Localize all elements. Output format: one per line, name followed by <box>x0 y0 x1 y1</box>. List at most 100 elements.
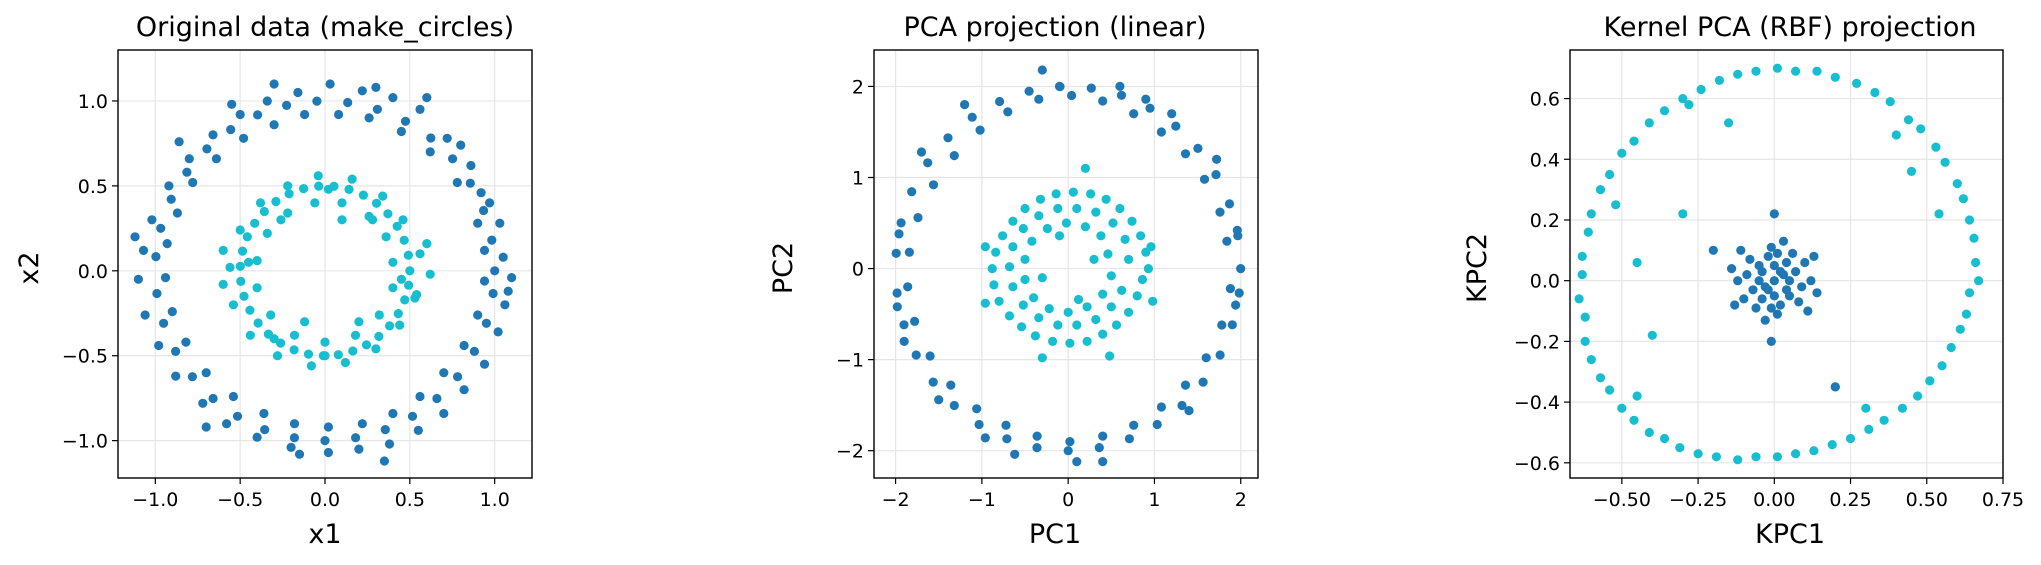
data-point <box>1617 403 1627 413</box>
data-point <box>262 228 272 238</box>
data-point <box>1946 342 1956 353</box>
x-tick-label: −0.50 <box>1593 489 1651 511</box>
data-point <box>1106 271 1116 281</box>
data-point <box>1969 233 1979 243</box>
y-tick-label: 0.5 <box>78 176 108 198</box>
data-point <box>422 239 432 249</box>
data-point <box>1156 127 1166 137</box>
data-point <box>469 346 479 356</box>
data-point <box>1769 209 1779 219</box>
data-point <box>187 372 197 382</box>
data-point <box>1952 179 1962 189</box>
data-point <box>1730 300 1740 310</box>
data-point <box>1032 431 1042 441</box>
data-point <box>899 320 909 330</box>
data-point <box>1809 251 1819 261</box>
data-point <box>1003 107 1013 117</box>
data-point <box>1120 234 1130 244</box>
y-tick-label: 0.0 <box>78 261 108 283</box>
data-point <box>1002 434 1012 444</box>
data-point <box>894 229 904 239</box>
data-point <box>1098 431 1108 441</box>
data-point <box>1879 415 1889 425</box>
data-point <box>337 215 347 225</box>
data-point <box>425 269 435 279</box>
data-point <box>140 310 150 320</box>
data-point <box>407 411 418 421</box>
data-point <box>1067 90 1077 101</box>
data-point <box>1053 203 1063 214</box>
data-point <box>239 291 249 301</box>
data-point <box>1675 443 1685 453</box>
data-point <box>998 231 1008 241</box>
data-point <box>1089 254 1099 264</box>
data-point <box>1757 294 1767 304</box>
data-point <box>228 300 238 310</box>
data-point <box>1037 65 1047 75</box>
y-tick-label: −1.0 <box>62 431 108 453</box>
data-point <box>943 133 953 143</box>
data-point <box>374 331 384 341</box>
data-point <box>222 419 232 429</box>
data-point <box>896 218 906 228</box>
data-point <box>1791 66 1801 76</box>
data-point <box>1072 320 1082 330</box>
data-point <box>310 198 320 208</box>
data-point <box>1678 94 1688 104</box>
data-point <box>1794 297 1804 307</box>
data-point <box>1772 248 1782 258</box>
data-point <box>259 408 269 419</box>
data-point <box>227 99 237 109</box>
data-point <box>167 307 177 317</box>
data-point <box>181 337 191 347</box>
data-point <box>269 79 279 89</box>
data-point <box>211 154 221 164</box>
data-point <box>466 160 476 171</box>
data-point <box>479 359 490 369</box>
chart-title: Kernel PCA (RBF) projection <box>1604 12 1977 43</box>
data-point <box>1684 100 1694 110</box>
data-point <box>1180 149 1191 159</box>
data-point <box>1727 264 1737 274</box>
data-point <box>1955 324 1965 334</box>
data-point <box>1136 231 1146 241</box>
data-point <box>1091 314 1101 325</box>
data-point <box>1696 84 1706 95</box>
data-point <box>1784 276 1795 286</box>
data-point <box>1760 315 1770 325</box>
data-point <box>1231 300 1241 310</box>
axis-ticks: −1.0 −0.5 0.0 0.5 1.0 −1.0 −0.5 0.0 0.5 1.0 <box>62 91 510 511</box>
data-point <box>476 188 486 198</box>
data-point <box>1769 276 1779 286</box>
data-point <box>1108 218 1118 228</box>
data-point <box>485 198 495 208</box>
scatter-points <box>130 79 517 466</box>
data-point <box>439 368 449 378</box>
data-point <box>398 215 408 225</box>
data-point <box>152 288 162 299</box>
data-point <box>282 100 292 110</box>
data-point <box>1931 142 1941 152</box>
data-point <box>949 400 959 411</box>
data-point <box>374 310 384 320</box>
data-point <box>1115 203 1125 214</box>
data-point <box>1042 223 1052 234</box>
data-point <box>903 282 913 292</box>
data-point <box>393 309 403 319</box>
data-point <box>911 350 921 360</box>
x-tick-label: 0.75 <box>1982 489 2024 511</box>
data-point <box>1595 185 1606 195</box>
data-point <box>1094 443 1104 453</box>
data-point <box>1937 361 1947 371</box>
x-tick-label: 2 <box>1235 489 1247 511</box>
data-point <box>358 190 368 200</box>
data-point <box>1198 377 1208 387</box>
data-point <box>1073 294 1084 305</box>
data-point <box>276 338 286 348</box>
data-point <box>1098 329 1108 339</box>
data-point <box>245 330 255 340</box>
data-point <box>276 215 286 225</box>
data-point <box>392 221 402 231</box>
data-point <box>1748 285 1758 295</box>
data-point <box>381 232 391 242</box>
